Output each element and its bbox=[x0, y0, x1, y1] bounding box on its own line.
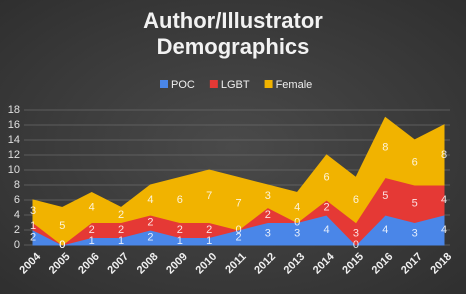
x-tick-label: 2008 bbox=[135, 251, 161, 277]
data-label: 8 bbox=[441, 149, 447, 161]
legend-swatch bbox=[160, 80, 168, 88]
data-label: 0 bbox=[294, 216, 300, 228]
y-tick-label: 6 bbox=[14, 194, 20, 206]
data-label: 2 bbox=[89, 224, 95, 236]
data-label: 1 bbox=[30, 220, 36, 232]
data-label: 4 bbox=[294, 201, 300, 213]
legend-label: POC bbox=[171, 79, 195, 91]
data-label: 6 bbox=[177, 194, 183, 206]
data-label: 5 bbox=[59, 220, 65, 232]
data-label: 7 bbox=[235, 198, 241, 210]
x-tick-label: 2013 bbox=[282, 251, 308, 277]
data-label: 6 bbox=[324, 171, 330, 183]
area bbox=[32, 116, 445, 246]
data-label: 2 bbox=[265, 209, 271, 221]
data-label: 4 bbox=[147, 194, 153, 206]
data-label: 3 bbox=[294, 228, 300, 240]
data-label: 5 bbox=[382, 190, 388, 202]
data-label: 4 bbox=[89, 201, 95, 213]
y-tick-label: 16 bbox=[8, 119, 20, 131]
x-tick-label: 2016 bbox=[370, 251, 396, 277]
data-label: 2 bbox=[147, 231, 153, 243]
data-label: 2 bbox=[147, 216, 153, 228]
data-label: 5 bbox=[412, 198, 418, 210]
data-label: 4 bbox=[441, 224, 447, 236]
data-label: 1 bbox=[89, 235, 95, 247]
x-tick-label: 2007 bbox=[105, 251, 131, 277]
data-label: 6 bbox=[412, 156, 418, 168]
x-tick-label: 2005 bbox=[47, 251, 73, 277]
data-label: 6 bbox=[353, 194, 359, 206]
x-tick-label: 2004 bbox=[17, 250, 43, 276]
x-tick-label: 2014 bbox=[311, 250, 337, 276]
x-tick-label: 2009 bbox=[164, 251, 190, 277]
data-label: 0 bbox=[353, 239, 359, 251]
x-tick-label: 2006 bbox=[76, 251, 102, 277]
data-label: 8 bbox=[382, 141, 388, 153]
data-label: 1 bbox=[118, 235, 124, 247]
data-label: 2 bbox=[177, 224, 183, 236]
legend-label: LGBT bbox=[221, 79, 250, 91]
y-tick-label: 0 bbox=[14, 239, 20, 251]
y-tick-label: 2 bbox=[14, 224, 20, 236]
data-label: 2 bbox=[30, 231, 36, 243]
data-label: 4 bbox=[324, 224, 330, 236]
data-label: 2 bbox=[324, 201, 330, 213]
x-tick-label: 2017 bbox=[399, 251, 425, 277]
y-tick-label: 12 bbox=[8, 149, 20, 161]
data-label: 2 bbox=[235, 231, 241, 243]
data-label: 3 bbox=[353, 228, 359, 240]
legend-label: Female bbox=[276, 79, 313, 91]
data-label: 3 bbox=[265, 228, 271, 240]
legend-swatch bbox=[264, 80, 273, 88]
data-label: 3 bbox=[265, 190, 271, 202]
data-label: 3 bbox=[30, 205, 36, 217]
chart-title: Author/Illustrator Demographics bbox=[143, 8, 323, 59]
data-label: 3 bbox=[412, 228, 418, 240]
x-tick-label: 2012 bbox=[252, 251, 278, 277]
data-label: 1 bbox=[177, 235, 183, 247]
y-tick-label: 8 bbox=[14, 179, 20, 191]
data-label: 7 bbox=[206, 190, 212, 202]
x-tick-label: 2011 bbox=[223, 251, 248, 276]
data-label: 4 bbox=[382, 224, 388, 236]
data-label: 0 bbox=[59, 239, 65, 251]
data-label: 2 bbox=[118, 209, 124, 221]
y-tick-label: 4 bbox=[14, 209, 20, 221]
data-label: 4 bbox=[441, 194, 447, 206]
data-label: 1 bbox=[206, 235, 212, 247]
legend-swatch bbox=[209, 80, 218, 88]
y-tick-label: 10 bbox=[8, 164, 20, 176]
data-label: 2 bbox=[118, 224, 124, 236]
data-label: 0 bbox=[235, 224, 241, 236]
data-label: 2 bbox=[206, 224, 212, 236]
x-tick-label: 2015 bbox=[340, 251, 366, 277]
x-tick-label: 2018 bbox=[428, 251, 454, 277]
data-label: 0 bbox=[59, 239, 65, 251]
y-tick-label: 14 bbox=[8, 134, 20, 146]
x-tick-label: 2010 bbox=[194, 251, 220, 277]
y-tick-label: 18 bbox=[8, 104, 20, 116]
